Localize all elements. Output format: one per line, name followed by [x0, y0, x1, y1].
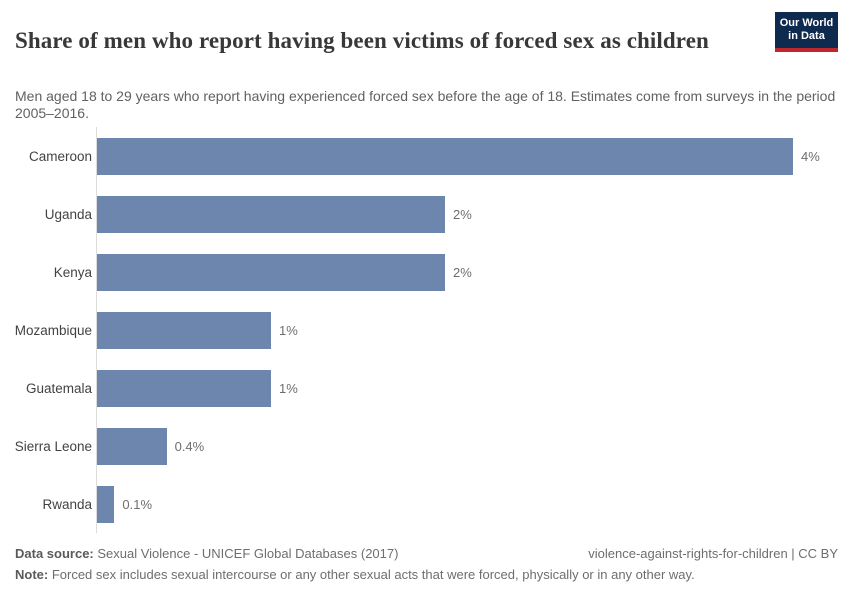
value-label: 4% [801, 148, 820, 164]
bar[interactable] [97, 485, 115, 523]
note-label: Note: [15, 567, 49, 582]
chart-row: Mozambique 1% [0, 301, 850, 359]
bar[interactable] [97, 427, 167, 465]
chart-note: Note: Forced sex includes sexual interco… [15, 567, 695, 582]
category-label: Kenya [53, 264, 92, 280]
category-label: Guatemala [25, 380, 92, 396]
chart-subtitle: Men aged 18 to 29 years who report havin… [15, 88, 836, 121]
chart-footer: Data source: Sexual Violence - UNICEF Gl… [15, 546, 838, 583]
value-label: 2% [453, 264, 472, 280]
chart-row: Kenya 2% [0, 243, 850, 301]
plot-area: 2% [96, 243, 850, 301]
page-title: Share of men who report having been vict… [15, 28, 709, 54]
value-label: 0.1% [122, 496, 153, 512]
bar[interactable] [97, 369, 271, 407]
owid-logo-line2: in Data [788, 30, 825, 42]
plot-area: 1% [96, 359, 850, 417]
bar[interactable] [97, 253, 445, 291]
plot-area: 0.1% [96, 475, 850, 533]
data-source-label: Data source: [15, 546, 94, 561]
chart-row: Uganda 2% [0, 185, 850, 243]
owid-logo[interactable]: Our World in Data [775, 12, 838, 52]
bar[interactable] [97, 195, 445, 233]
license-link[interactable]: violence-against-rights-for-children | C… [588, 546, 838, 561]
category-label: Mozambique [14, 322, 92, 338]
bar[interactable] [97, 311, 271, 349]
value-label: 2% [453, 206, 472, 222]
plot-area: 4% [96, 127, 850, 185]
plot-area: 1% [96, 301, 850, 359]
chart-row: Guatemala 1% [0, 359, 850, 417]
category-label: Uganda [44, 206, 92, 222]
value-label: 0.4% [174, 438, 205, 454]
chart-rows: Cameroon 4% Uganda 2% Kenya 2% Mozambique 1% Gua… [0, 127, 850, 533]
category-label: Rwanda [42, 496, 92, 512]
value-label: 1% [279, 380, 298, 396]
category-label: Sierra Leone [14, 438, 92, 454]
chart-row: Rwanda 0.1% [0, 475, 850, 533]
data-source-text: Data source: Sexual Violence - UNICEF Gl… [15, 546, 399, 561]
bar[interactable] [97, 137, 793, 175]
plot-area: 0.4% [96, 417, 850, 475]
value-label: 1% [279, 322, 298, 338]
plot-area: 2% [96, 185, 850, 243]
category-label: Cameroon [28, 148, 92, 164]
chart-row: Cameroon 4% [0, 127, 850, 185]
chart-row: Sierra Leone 0.4% [0, 417, 850, 475]
owid-logo-line1: Our World [779, 17, 834, 29]
